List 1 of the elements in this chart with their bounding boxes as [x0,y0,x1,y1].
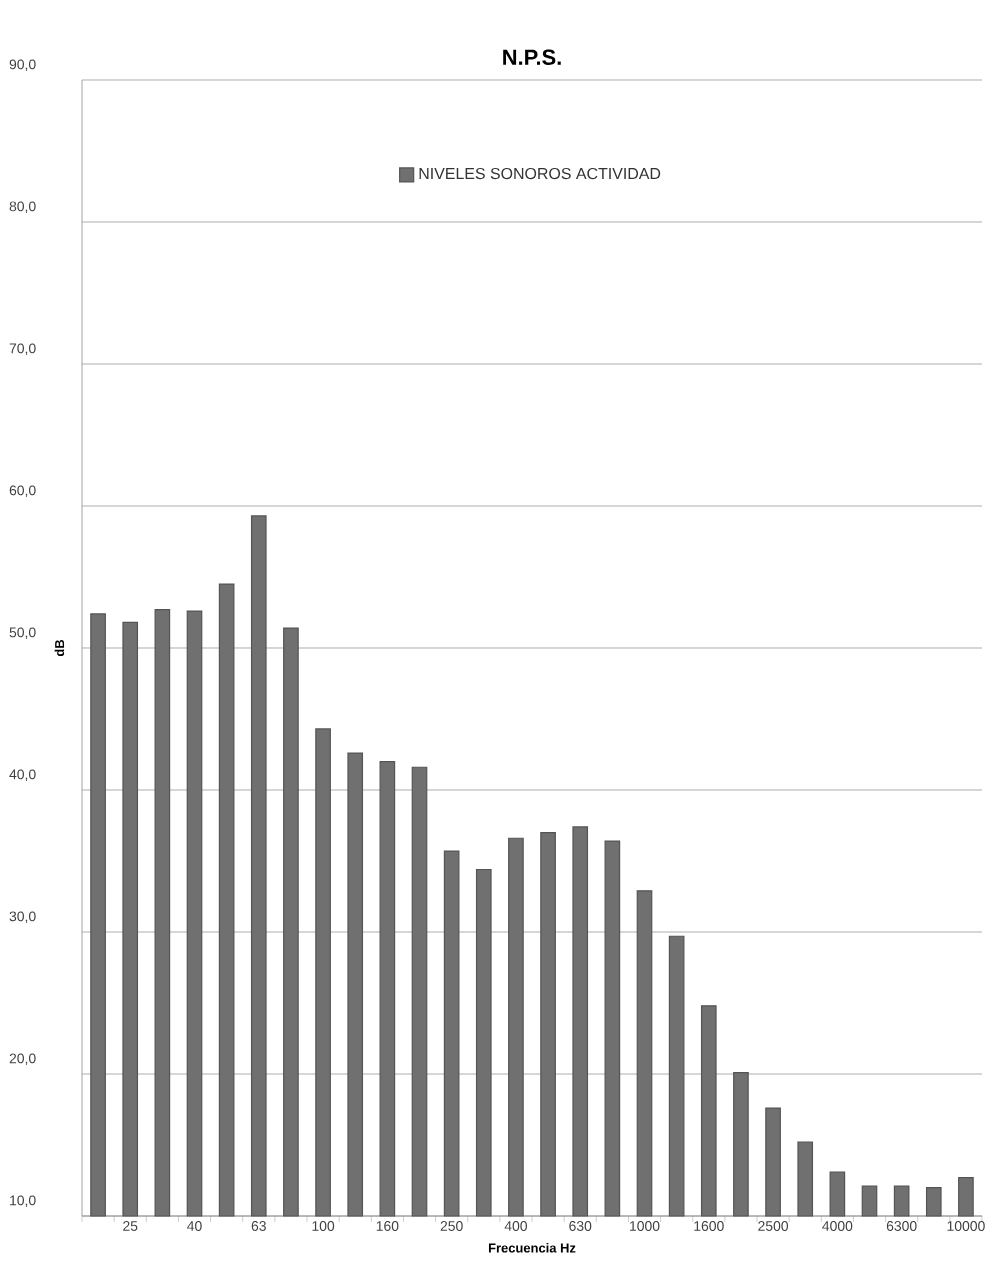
chart-title: N.P.S. [503,49,561,65]
